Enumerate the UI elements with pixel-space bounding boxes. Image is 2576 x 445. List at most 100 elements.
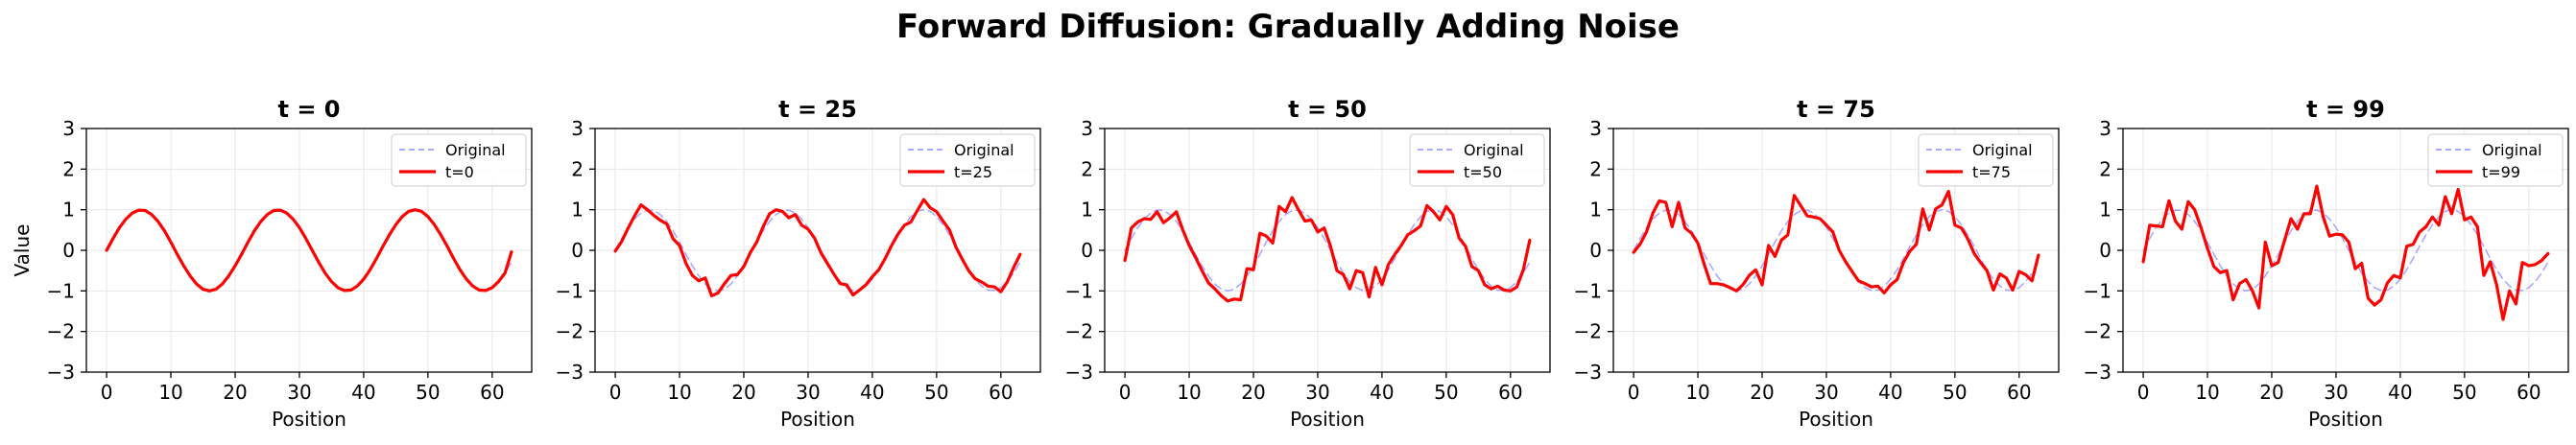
subplot-2: 0 10 20 30 40 50 60 −3 −2 −1 0 1 2 3 t = 25 Position Ori… bbox=[556, 96, 1041, 431]
series-line-noisy bbox=[105, 208, 513, 293]
x-tick-label: 40 bbox=[2388, 381, 2412, 404]
x-tick-label: 20 bbox=[731, 381, 755, 404]
legend: Original t=0 bbox=[391, 133, 527, 187]
series-line-noisy bbox=[1123, 196, 1532, 303]
x-tick-label: 60 bbox=[2007, 381, 2031, 404]
y-tick-label: 3 bbox=[62, 117, 75, 140]
y-tick-label: −1 bbox=[47, 279, 75, 302]
x-tick-label: 20 bbox=[1750, 381, 1774, 404]
x-tick-label: 0 bbox=[1628, 381, 1640, 404]
y-tick-label: 0 bbox=[1081, 239, 1093, 262]
subplot-1: 0 10 20 30 40 50 60 −3 −2 −1 0 1 2 3 t = 0 Position Valu… bbox=[11, 96, 533, 431]
figure-title: Forward Diffusion: Gradually Adding Nois… bbox=[896, 8, 1680, 46]
x-tick-label: 60 bbox=[1498, 381, 1522, 404]
x-axis-label: Position bbox=[2308, 408, 2383, 431]
y-tick-label: −2 bbox=[2084, 320, 2111, 343]
y-tick-label: 2 bbox=[1589, 157, 1602, 180]
legend-label: t=0 bbox=[445, 163, 474, 181]
y-tick-label: 2 bbox=[571, 157, 584, 180]
y-tick-label: −2 bbox=[556, 320, 584, 343]
legend-label: t=99 bbox=[2482, 163, 2520, 181]
y-tick-label: 1 bbox=[62, 199, 75, 222]
x-tick-label: 60 bbox=[989, 381, 1013, 404]
y-tick-label: −3 bbox=[47, 361, 75, 384]
series-line-noisy bbox=[2141, 184, 2550, 321]
x-axis-label: Position bbox=[272, 408, 346, 431]
x-tick-label: 20 bbox=[223, 381, 247, 404]
plot-frame bbox=[85, 128, 533, 373]
subplot-title: t = 50 bbox=[1288, 96, 1367, 123]
x-tick-label: 20 bbox=[2259, 381, 2283, 404]
y-tick-label: 2 bbox=[1081, 157, 1093, 180]
legend: Original t=75 bbox=[1918, 133, 2054, 187]
plot-frame bbox=[2122, 128, 2569, 373]
y-tick-label: −2 bbox=[47, 320, 75, 343]
x-tick-label: 60 bbox=[480, 381, 504, 404]
legend-label: t=50 bbox=[1464, 163, 1502, 181]
subplot-5: 0 10 20 30 40 50 60 −3 −2 −1 0 1 2 3 t = 99 Position Ori… bbox=[2084, 96, 2569, 431]
x-tick-label: 20 bbox=[1241, 381, 1265, 404]
x-axis-label: Position bbox=[1290, 408, 1365, 431]
x-tick-label: 50 bbox=[924, 381, 948, 404]
y-tick-label: 3 bbox=[1589, 117, 1602, 140]
x-tick-label: 40 bbox=[1878, 381, 1902, 404]
plot-frame bbox=[594, 128, 1041, 373]
x-tick-label: 10 bbox=[1685, 381, 1709, 404]
y-tick-label: −2 bbox=[1065, 320, 1093, 343]
subplot-title: t = 0 bbox=[278, 96, 341, 123]
y-tick-label: 1 bbox=[2099, 199, 2111, 222]
x-tick-label: 50 bbox=[416, 381, 440, 404]
y-tick-label: 2 bbox=[2099, 157, 2111, 180]
legend-label: t=25 bbox=[954, 163, 992, 181]
y-tick-label: −1 bbox=[1065, 279, 1093, 302]
x-axis-label: Position bbox=[1799, 408, 1873, 431]
y-tick-label: −3 bbox=[1574, 361, 1602, 384]
series-line-noisy bbox=[1632, 190, 2040, 294]
y-tick-label: −2 bbox=[1574, 320, 1602, 343]
y-tick-label: −3 bbox=[1065, 361, 1093, 384]
legend: Original t=25 bbox=[899, 133, 1036, 187]
y-tick-label: −3 bbox=[2084, 361, 2111, 384]
legend-label: Original bbox=[954, 141, 1014, 159]
y-tick-label: −3 bbox=[556, 361, 584, 384]
legend-label: Original bbox=[2482, 141, 2542, 159]
plot-frame bbox=[1612, 128, 2060, 373]
y-tick-label: 3 bbox=[2099, 117, 2111, 140]
legend-label: Original bbox=[1972, 141, 2033, 159]
subplot-title: t = 75 bbox=[1797, 96, 1875, 123]
y-tick-label: 3 bbox=[571, 117, 584, 140]
y-tick-label: 0 bbox=[2099, 239, 2111, 262]
y-tick-label: 1 bbox=[1589, 199, 1602, 222]
series-line-original bbox=[1633, 208, 2039, 293]
legend-label: t=75 bbox=[1972, 163, 2011, 181]
x-axis-label: Position bbox=[780, 408, 855, 431]
x-tick-label: 0 bbox=[2137, 381, 2150, 404]
y-tick-label: 0 bbox=[1589, 239, 1602, 262]
series-line-noisy bbox=[613, 198, 1022, 297]
y-tick-label: 2 bbox=[62, 157, 75, 180]
subplot-title: t = 99 bbox=[2306, 96, 2385, 123]
subplot-4: 0 10 20 30 40 50 60 −3 −2 −1 0 1 2 3 t = 75 Position Ori… bbox=[1574, 96, 2060, 431]
x-tick-label: 0 bbox=[1119, 381, 1132, 404]
x-tick-label: 30 bbox=[1305, 381, 1329, 404]
x-tick-label: 10 bbox=[2195, 381, 2219, 404]
x-tick-label: 40 bbox=[1370, 381, 1394, 404]
legend-label: Original bbox=[1464, 141, 1524, 159]
x-tick-label: 40 bbox=[860, 381, 884, 404]
x-tick-label: 0 bbox=[101, 381, 113, 404]
subplot-title: t = 25 bbox=[778, 96, 857, 123]
x-tick-label: 50 bbox=[2452, 381, 2476, 404]
legend-label: Original bbox=[445, 141, 506, 159]
y-tick-label: 3 bbox=[1081, 117, 1093, 140]
subplot-3: 0 10 20 30 40 50 60 −3 −2 −1 0 1 2 3 t = 50 Position Ori… bbox=[1065, 96, 1551, 431]
plot-frame bbox=[1104, 128, 1551, 373]
y-tick-label: 1 bbox=[571, 199, 584, 222]
y-tick-label: 0 bbox=[62, 239, 75, 262]
x-tick-label: 30 bbox=[796, 381, 820, 404]
x-tick-label: 10 bbox=[158, 381, 182, 404]
x-tick-label: 50 bbox=[1434, 381, 1458, 404]
x-tick-label: 30 bbox=[287, 381, 311, 404]
x-tick-label: 0 bbox=[609, 381, 622, 404]
y-tick-label: 1 bbox=[1081, 199, 1093, 222]
